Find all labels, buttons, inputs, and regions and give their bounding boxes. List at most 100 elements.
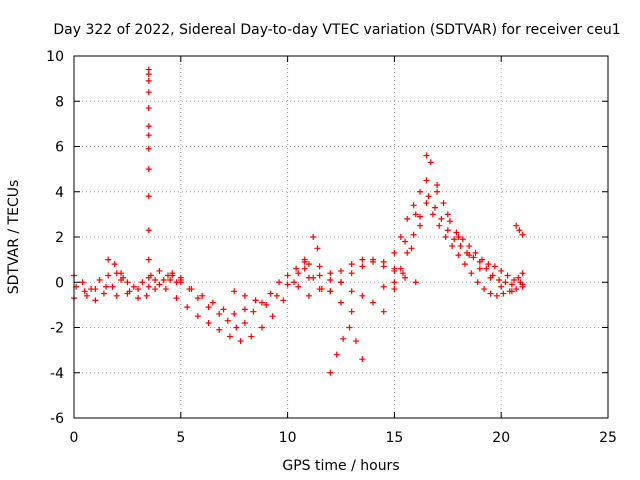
data-point (156, 267, 163, 274)
data-point (468, 270, 475, 277)
data-point (402, 238, 409, 245)
data-point (305, 292, 312, 299)
data-point (470, 254, 477, 261)
data-point (333, 351, 340, 358)
data-track (177, 279, 259, 317)
data-point (188, 286, 195, 293)
data-point (169, 270, 176, 277)
data-point (295, 270, 302, 277)
chart-title: Day 322 of 2022, Sidereal Day-to-day VTE… (53, 22, 620, 38)
data-point (305, 261, 312, 268)
data-point (498, 283, 505, 290)
x-tick-label: 20 (492, 430, 510, 446)
data-point (412, 211, 419, 218)
data-point (380, 308, 387, 315)
data-point (139, 279, 146, 286)
data-point (500, 290, 507, 297)
data-point (442, 234, 449, 240)
y-tick-label: 6 (55, 140, 64, 156)
data-point (427, 159, 434, 166)
data-point (346, 324, 353, 331)
data-point (226, 333, 233, 340)
data-point (130, 283, 137, 290)
data-point (391, 286, 398, 293)
data-point (83, 292, 90, 299)
data-point (167, 276, 174, 283)
data-point (391, 249, 398, 256)
data-point (498, 267, 505, 274)
x-tick-label: 5 (176, 430, 185, 446)
y-tick-label: 4 (55, 185, 64, 201)
data-track (145, 66, 152, 281)
data-point (380, 258, 387, 265)
data-point (152, 286, 159, 293)
data-point (493, 292, 500, 299)
data-point (453, 229, 460, 236)
data-point (263, 301, 270, 308)
data-track (152, 234, 321, 345)
data-point (472, 249, 479, 256)
data-point (348, 270, 355, 277)
data-point (280, 297, 287, 304)
data-point (258, 299, 265, 306)
data-point (449, 243, 456, 250)
data-point (340, 335, 347, 342)
y-axis-label: SDTVAR / TECUs (6, 180, 22, 295)
data-point (410, 202, 417, 209)
data-track (169, 258, 308, 331)
data-point (348, 308, 355, 315)
data-point (252, 297, 259, 304)
data-point (145, 89, 152, 96)
data-point (511, 276, 518, 283)
data-point (508, 281, 515, 288)
data-point (145, 193, 152, 200)
data-point (145, 256, 152, 263)
data-track (71, 274, 184, 302)
data-point (440, 200, 447, 207)
data-point (359, 292, 366, 299)
data-point (316, 272, 323, 279)
data-track (327, 152, 524, 295)
data-track (513, 222, 526, 238)
data-point (466, 252, 473, 259)
data-point (516, 227, 523, 234)
data-point (117, 276, 124, 283)
data-point (164, 272, 171, 279)
data-point (284, 272, 291, 279)
data-point (316, 286, 323, 293)
data-point (267, 290, 274, 297)
data-point (310, 234, 317, 240)
data-point (327, 369, 334, 376)
data-point (338, 267, 344, 274)
data-point (487, 290, 494, 297)
data-point (446, 218, 453, 225)
data-point (410, 231, 417, 238)
data-point (399, 270, 406, 277)
data-point (481, 286, 488, 293)
data-point (438, 215, 445, 222)
data-point (117, 270, 124, 277)
data-point (88, 286, 95, 293)
data-point (391, 265, 398, 272)
data-point (455, 234, 462, 240)
data-point (103, 283, 110, 290)
data-point (145, 166, 152, 173)
data-point (327, 270, 334, 277)
data-point (408, 245, 415, 252)
data-point (483, 265, 490, 272)
x-tick-label: 10 (279, 430, 297, 446)
y-tick-label: -6 (50, 411, 64, 427)
data-point (96, 276, 103, 283)
data-point (205, 304, 212, 311)
data-point (431, 204, 438, 211)
data-point (205, 319, 212, 326)
data-point (338, 299, 344, 306)
data-point (100, 290, 107, 297)
data-point (513, 222, 520, 229)
data-point (177, 279, 184, 286)
data-point (231, 310, 238, 317)
data-point (305, 274, 312, 281)
data-point (173, 295, 180, 302)
data-point (293, 265, 300, 272)
